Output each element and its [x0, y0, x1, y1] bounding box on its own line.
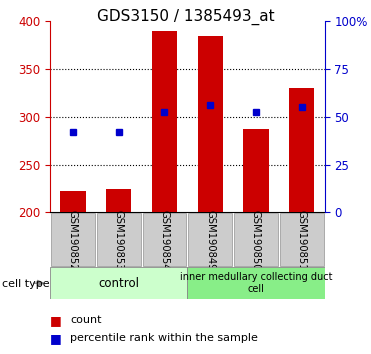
Text: inner medullary collecting duct
cell: inner medullary collecting duct cell — [180, 272, 332, 294]
Bar — [142, 213, 187, 266]
Bar — [188, 213, 232, 266]
Bar — [51, 213, 95, 266]
Bar — [187, 267, 325, 299]
Bar — [152, 31, 177, 212]
Bar — [97, 213, 141, 266]
Bar — [106, 189, 131, 212]
Bar — [60, 192, 86, 212]
Bar — [243, 129, 269, 212]
Text: GSM190850: GSM190850 — [251, 210, 261, 270]
Text: GSM190852: GSM190852 — [68, 210, 78, 270]
Bar — [280, 213, 324, 266]
Text: cell type: cell type — [2, 279, 49, 289]
Text: count: count — [70, 315, 102, 325]
Text: control: control — [98, 277, 139, 290]
Text: GSM190854: GSM190854 — [160, 210, 170, 270]
Bar — [234, 213, 278, 266]
Text: GSM190851: GSM190851 — [297, 210, 307, 270]
Bar — [198, 35, 223, 212]
Text: percentile rank within the sample: percentile rank within the sample — [70, 333, 258, 343]
Text: GSM190853: GSM190853 — [114, 210, 124, 270]
Text: GDS3150 / 1385493_at: GDS3150 / 1385493_at — [97, 9, 274, 25]
Text: ■: ■ — [50, 332, 62, 344]
Text: GSM190849: GSM190849 — [205, 210, 215, 270]
Bar — [50, 267, 187, 299]
Text: ■: ■ — [50, 314, 62, 327]
Bar — [289, 88, 314, 212]
